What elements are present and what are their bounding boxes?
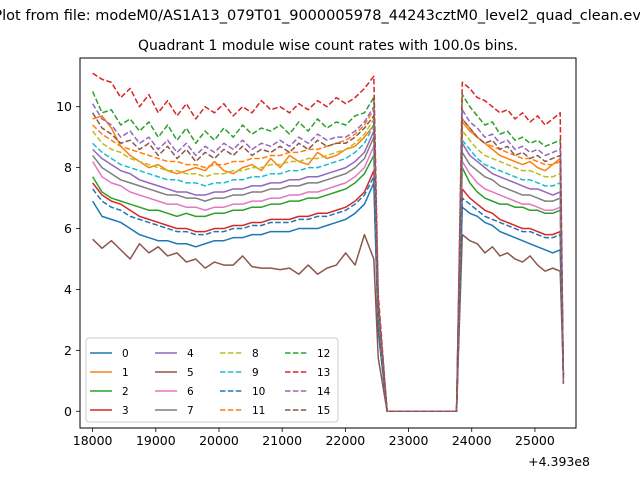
legend-label-10: 10 [252,386,265,398]
legend-label-6: 6 [187,386,194,398]
legend-label-15: 15 [317,405,330,417]
legend-label-5: 5 [187,367,194,379]
y-tick-label: 0 [64,404,72,419]
x-tick-label: 24000 [452,433,492,448]
x-tick-label: 23000 [389,433,429,448]
series-line-14 [92,103,565,412]
series-line-8 [92,118,565,412]
series-line-3 [92,169,565,412]
y-tick-label: 4 [64,282,72,297]
chart-title: Quadrant 1 module wise count rates with … [138,38,518,54]
legend-label-4: 4 [187,348,194,360]
series-line-15 [92,112,565,412]
legend-label-0: 0 [122,348,129,360]
plot-frame [79,57,577,429]
x-tick-label: 18000 [73,433,113,448]
legend-label-3: 3 [122,405,129,417]
x-axis: 18000 19000 20000 21000 22000 23000 24000 25000 [73,428,555,448]
series-layer [91,72,565,412]
legend-label-7: 7 [187,405,194,417]
series-line-6 [92,145,565,412]
series-line-9 [92,124,565,412]
legend-label-14: 14 [317,386,331,398]
series-line-11 [92,109,565,412]
figure-suptitle: Plot from file: modeM0/AS1A13_079T01_900… [0,8,640,24]
legend-label-1: 1 [122,367,129,379]
x-tick-label: 25000 [515,433,555,448]
series-line-0 [92,182,565,412]
legend-label-13: 13 [317,367,330,379]
y-tick-label: 8 [64,160,72,175]
y-tick-label: 2 [64,343,72,358]
y-tick-label: 10 [56,99,72,114]
x-tick-label: 21000 [262,433,302,448]
x-tick-label: 20000 [199,433,239,448]
series-line-2 [92,154,565,412]
series-line-10 [92,176,565,412]
x-tick-label: 22000 [325,433,365,448]
y-tick-label: 6 [64,221,72,236]
legend-label-2: 2 [122,386,129,398]
series-line-13 [92,72,565,412]
legend-label-12: 12 [317,348,330,360]
legend-label-9: 9 [252,367,259,379]
y-axis: 0 2 4 6 8 10 [56,99,80,419]
legend-frame [85,337,339,423]
x-axis-offset-label: +4.393e8 [528,454,590,469]
x-tick-label: 19000 [136,433,176,448]
legend-label-11: 11 [252,405,265,417]
series-line-12 [91,91,565,412]
series-line-5 [92,233,565,412]
series-line-4 [92,130,565,412]
legend-label-8: 8 [252,348,259,360]
series-line-7 [92,136,565,412]
